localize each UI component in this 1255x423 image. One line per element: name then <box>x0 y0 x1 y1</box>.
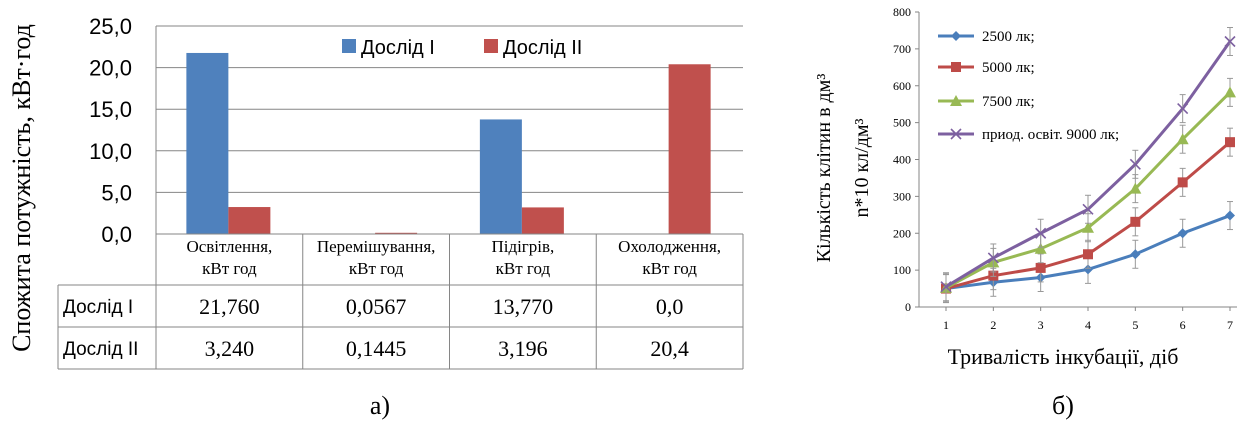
x-axis-label: Тривалість інкубації, діб <box>948 344 1179 369</box>
caption-b: б) <box>1052 391 1074 420</box>
category-label: кВт год <box>202 259 257 278</box>
y-tick-label: 500 <box>893 116 911 130</box>
axes <box>915 11 1237 311</box>
table-cell: 21,760 <box>199 294 260 319</box>
bar-chart-panel: Спожита потужність, кВт·год 25,0 20,0 15,0… <box>7 14 744 420</box>
table-cell: 0,0567 <box>346 294 407 319</box>
marker-x <box>1224 35 1236 48</box>
series-lines <box>940 27 1236 304</box>
data-table: Освітлення, кВт год Перемішування, кВт год П… <box>57 233 744 370</box>
marker-diamond <box>1225 210 1235 221</box>
series-x <box>940 27 1236 302</box>
y-tick-label: 15,0 <box>89 97 132 122</box>
marker-triangle <box>1129 182 1142 194</box>
marker-triangle <box>950 95 962 106</box>
marker-triangle <box>1176 133 1189 145</box>
bar <box>228 207 271 234</box>
x-tick-label: 2 <box>990 318 996 332</box>
legend-label: Дослід I <box>361 37 435 59</box>
marker-diamond <box>1083 264 1093 275</box>
marker-triangle <box>1034 242 1047 254</box>
marker-square <box>1035 262 1046 273</box>
bar <box>668 64 711 234</box>
y-tick-label: 20,0 <box>89 56 132 81</box>
legend-label: 7500 лк; <box>982 94 1035 110</box>
line-chart-panel: Кількість клітин в дм³ n*10 кл/дм³ 0 100 2… <box>813 5 1237 420</box>
legend: Дослід I Дослід II <box>342 37 582 59</box>
category-label: Підігрів, <box>491 237 554 256</box>
table-cell: 20,4 <box>650 336 689 361</box>
y-tick-label: 0,0 <box>101 222 132 247</box>
y-tick-label: 10,0 <box>89 139 132 164</box>
legend-label: 2500 лк; <box>982 29 1035 45</box>
y-tick-label: 400 <box>893 153 911 167</box>
legend: 2500 лк; 5000 лк; 7500 лк; приод. освіт. 90… <box>938 29 1119 143</box>
y-tick-label: 200 <box>893 226 911 240</box>
marker-triangle <box>1082 221 1094 233</box>
category-label: Охолодження, <box>618 237 721 256</box>
x-tick-label: 3 <box>1038 318 1044 332</box>
y-tick-label: 800 <box>893 5 911 19</box>
y-tick-label: 0 <box>905 300 911 314</box>
marker-square <box>1225 137 1235 148</box>
caption-a: а) <box>370 391 390 420</box>
table-cell: 3,196 <box>498 336 548 361</box>
marker-x <box>1082 203 1094 215</box>
category-label: кВт год <box>642 259 697 278</box>
marker-square <box>1083 249 1093 260</box>
x-tick-label: 1 <box>943 318 949 332</box>
marker-diamond <box>1130 249 1141 260</box>
x-tick-label: 7 <box>1227 318 1233 332</box>
y-tick-labels: 25,0 20,0 15,0 10,0 5,0 0,0 <box>89 14 132 247</box>
category-label: кВт год <box>496 259 551 278</box>
marker-x <box>940 281 952 293</box>
y-tick-label: 25,0 <box>89 14 132 39</box>
bar <box>479 119 522 234</box>
legend-swatch <box>342 39 356 53</box>
bar <box>521 207 564 234</box>
category-label: кВт год <box>349 259 404 278</box>
legend-label: приод. освіт. 9000 лк; <box>982 127 1119 143</box>
legend-label: 5000 лк; <box>982 60 1035 76</box>
y-tick-label: 700 <box>893 42 911 56</box>
y-axis-label-line1: Кількість клітин в дм³ <box>813 74 835 263</box>
marker-x <box>1129 158 1141 170</box>
category-label: Освітлення, <box>186 237 272 256</box>
category-label: Перемішування, <box>317 237 436 256</box>
marker-triangle <box>1224 86 1236 98</box>
y-tick-label: 600 <box>893 79 911 93</box>
table-cell: 0,0 <box>656 294 684 319</box>
marker-square <box>1130 216 1141 227</box>
y-axis-label-line2: n*10 кл/дм³ <box>851 118 873 217</box>
bar <box>186 52 229 234</box>
y-tick-label: 300 <box>893 189 911 203</box>
table-cell: 0,1445 <box>346 336 407 361</box>
marker-x <box>1177 103 1189 115</box>
y-tick-label: 5,0 <box>101 180 132 205</box>
bars <box>186 52 711 234</box>
marker-diamond <box>1177 228 1188 239</box>
marker-x <box>987 252 999 264</box>
table-row-header: Дослід II <box>63 339 138 360</box>
y-tick-label: 100 <box>893 263 911 277</box>
gridlines <box>155 25 743 235</box>
y-axis-label: Спожита потужність, кВт·год <box>7 24 36 352</box>
legend-label: Дослід II <box>503 37 582 59</box>
bar <box>375 232 418 234</box>
table-cell: 13,770 <box>493 294 554 319</box>
tick-labels: 0 100 200 300 400 500 600 700 800 1 2 3 4 5 6 7 <box>893 5 1233 332</box>
x-tick-label: 6 <box>1180 318 1186 332</box>
marker-square <box>1177 177 1188 188</box>
table-cell: 3,240 <box>205 336 255 361</box>
marker-x <box>950 128 962 140</box>
marker-x <box>1035 227 1047 239</box>
table-row-header: Дослід I <box>63 297 133 318</box>
marker-diamond <box>951 31 961 41</box>
marker-square <box>951 62 961 72</box>
legend-swatch <box>484 39 498 53</box>
x-tick-label: 4 <box>1085 318 1091 332</box>
x-tick-label: 5 <box>1132 318 1138 332</box>
